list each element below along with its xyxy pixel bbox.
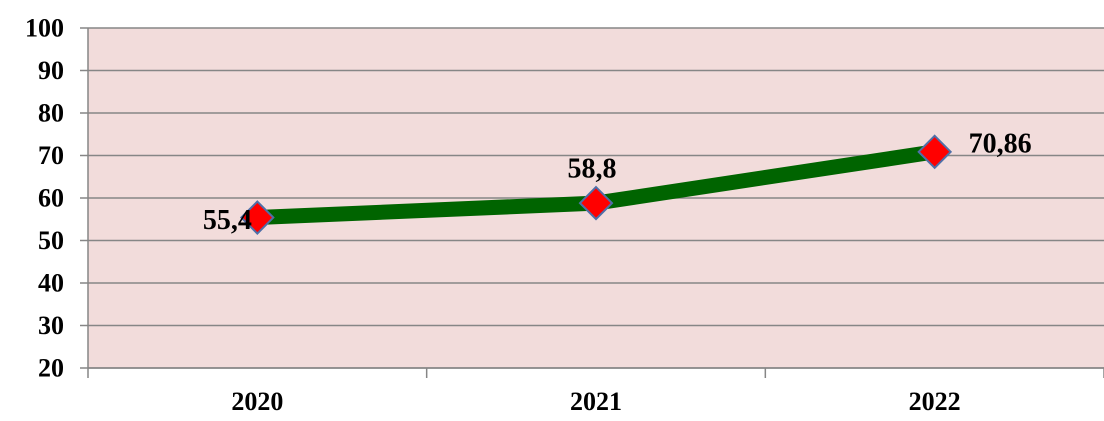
data-label: 55,4 (203, 205, 252, 236)
x-tick-labels: 2020 2021 2022 (231, 387, 960, 416)
y-tick-label: 20 (38, 354, 64, 383)
y-tick-label: 70 (38, 141, 64, 170)
y-tick-label: 40 (38, 269, 64, 298)
y-tick-label: 50 (38, 226, 64, 255)
y-tick-label: 80 (38, 99, 64, 128)
y-tick-label: 30 (38, 311, 64, 340)
data-point-marker (578, 185, 614, 221)
axes (80, 27, 1104, 378)
data-labels: 55,4 58,8 70,86 (203, 128, 1032, 236)
data-label: 70,86 (969, 128, 1032, 159)
x-tick-label: 2021 (570, 387, 622, 416)
series (239, 134, 953, 235)
data-label: 58,8 (568, 154, 617, 185)
y-tick-label: 100 (25, 14, 64, 43)
x-tick-label: 2020 (231, 387, 283, 416)
x-tick-label: 2022 (909, 387, 961, 416)
data-point-marker (917, 134, 953, 170)
data-point-marker (239, 200, 275, 235)
y-tick-labels: 20 30 40 50 60 70 80 90 100 (25, 14, 64, 383)
y-tick-label: 60 (38, 184, 64, 213)
y-tick-label: 90 (38, 56, 64, 85)
